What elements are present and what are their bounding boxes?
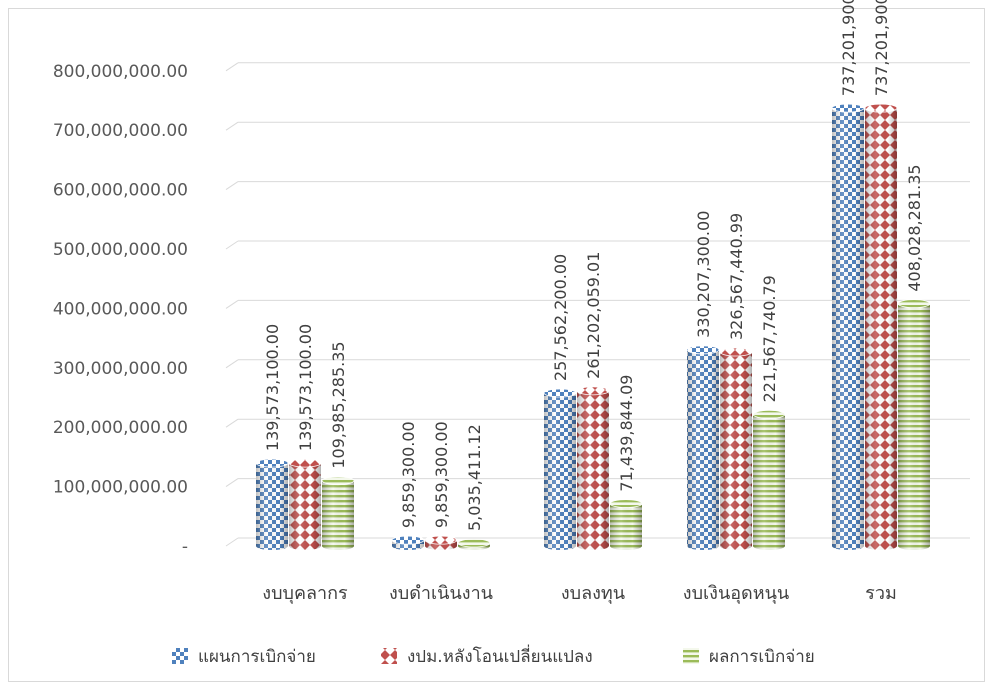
chart-frame xyxy=(8,8,985,682)
bar-item-3 xyxy=(719,347,753,550)
bar-item-3 xyxy=(752,409,786,550)
data-label: 221,567,740.79 xyxy=(760,275,779,402)
y-tick-label: - xyxy=(182,537,188,557)
bar-item-4 xyxy=(831,103,865,550)
gridline-depth xyxy=(225,240,239,250)
y-tick-label: 100,000,000.00 xyxy=(53,478,188,498)
legend-item-0: แผนการเบิกจ่าย xyxy=(172,647,316,667)
y-tick-label: 700,000,000.00 xyxy=(53,121,188,141)
legend-label: ผลการเบิกจ่าย xyxy=(709,647,815,667)
data-label: 139,573,100.00 xyxy=(296,324,315,451)
data-label: 5,035,411.12 xyxy=(465,424,484,531)
data-label: 326,567,440.99 xyxy=(727,213,746,340)
legend-label: งปม.หลังโอนเปลี่ยนแปลง xyxy=(407,644,593,667)
bars: 139,573,100.00 139,573,100.00 109,985,285.… xyxy=(255,0,931,550)
data-label: 257,562,200.00 xyxy=(551,254,570,381)
legend-swatch xyxy=(381,648,397,664)
data-label: 9,859,300.00 xyxy=(399,421,418,528)
bar-item-2 xyxy=(576,386,610,550)
x-category-label: งบเงินอุดหนุน xyxy=(683,583,789,604)
x-category-label: งบลงทุน xyxy=(561,583,625,604)
bar-item-4 xyxy=(897,299,931,550)
legend-item-1: งปม.หลังโอนเปลี่ยนแปลง xyxy=(381,644,593,667)
data-label: 737,201,900.00 xyxy=(839,0,858,96)
legend: แผนการเบิกจ่าย งปม.หลังโอนเปลี่ยนแปลง ผลกา… xyxy=(172,644,815,667)
legend-swatch xyxy=(683,648,699,664)
y-tick-label: 800,000,000.00 xyxy=(53,62,188,82)
gridline-depth xyxy=(225,121,239,131)
y-tick-label: 600,000,000.00 xyxy=(53,181,188,201)
y-tick-label: 300,000,000.00 xyxy=(53,359,188,379)
data-label: 408,028,281.35 xyxy=(905,164,924,291)
bar-item-4 xyxy=(864,103,898,550)
y-axis: - 100,000,000.00 200,000,000.00 300,000,000… xyxy=(53,62,188,557)
legend-label: แผนการเบิกจ่าย xyxy=(198,647,316,667)
y-tick-label: 500,000,000.00 xyxy=(53,240,188,260)
legend-item-2: ผลการเบิกจ่าย xyxy=(683,647,815,667)
y-tick-label: 400,000,000.00 xyxy=(53,299,188,319)
gridline-depth xyxy=(225,537,239,547)
data-label: 109,985,285.35 xyxy=(329,341,348,468)
x-category-label: รวม xyxy=(865,583,897,604)
x-category-label: งบดำเนินงาน xyxy=(389,583,493,604)
data-label: 261,202,059.01 xyxy=(584,252,603,379)
data-label: 9,859,300.00 xyxy=(432,421,451,528)
bar-item-2 xyxy=(543,388,577,550)
gridline-depth xyxy=(225,62,239,72)
data-label: 71,439,844.09 xyxy=(617,375,636,492)
legend-swatch xyxy=(172,648,188,664)
bar-item-0 xyxy=(255,458,289,550)
data-label: 330,207,300.00 xyxy=(694,211,713,338)
gridline-depth xyxy=(225,181,239,191)
bar-item-1 xyxy=(424,535,458,550)
bar-item-0 xyxy=(288,458,322,550)
bar-item-1 xyxy=(457,538,491,550)
bar-item-1 xyxy=(391,535,425,550)
x-category-label: งบบุคลากร xyxy=(262,583,348,604)
bar-item-0 xyxy=(321,476,355,550)
gridline-depth xyxy=(225,418,239,428)
gridline-depth xyxy=(225,478,239,488)
data-label: 139,573,100.00 xyxy=(263,324,282,451)
bar-item-3 xyxy=(686,345,720,550)
data-label: 737,201,900.00 xyxy=(872,0,891,96)
gridline-depth xyxy=(225,299,239,309)
y-tick-label: 200,000,000.00 xyxy=(53,418,188,438)
x-axis: งบบุคลากร งบดำเนินงาน งบลงทุน งบเงินอุดหนุน… xyxy=(262,583,897,604)
bar-item-2 xyxy=(609,499,643,550)
gridline-depth xyxy=(225,359,239,369)
